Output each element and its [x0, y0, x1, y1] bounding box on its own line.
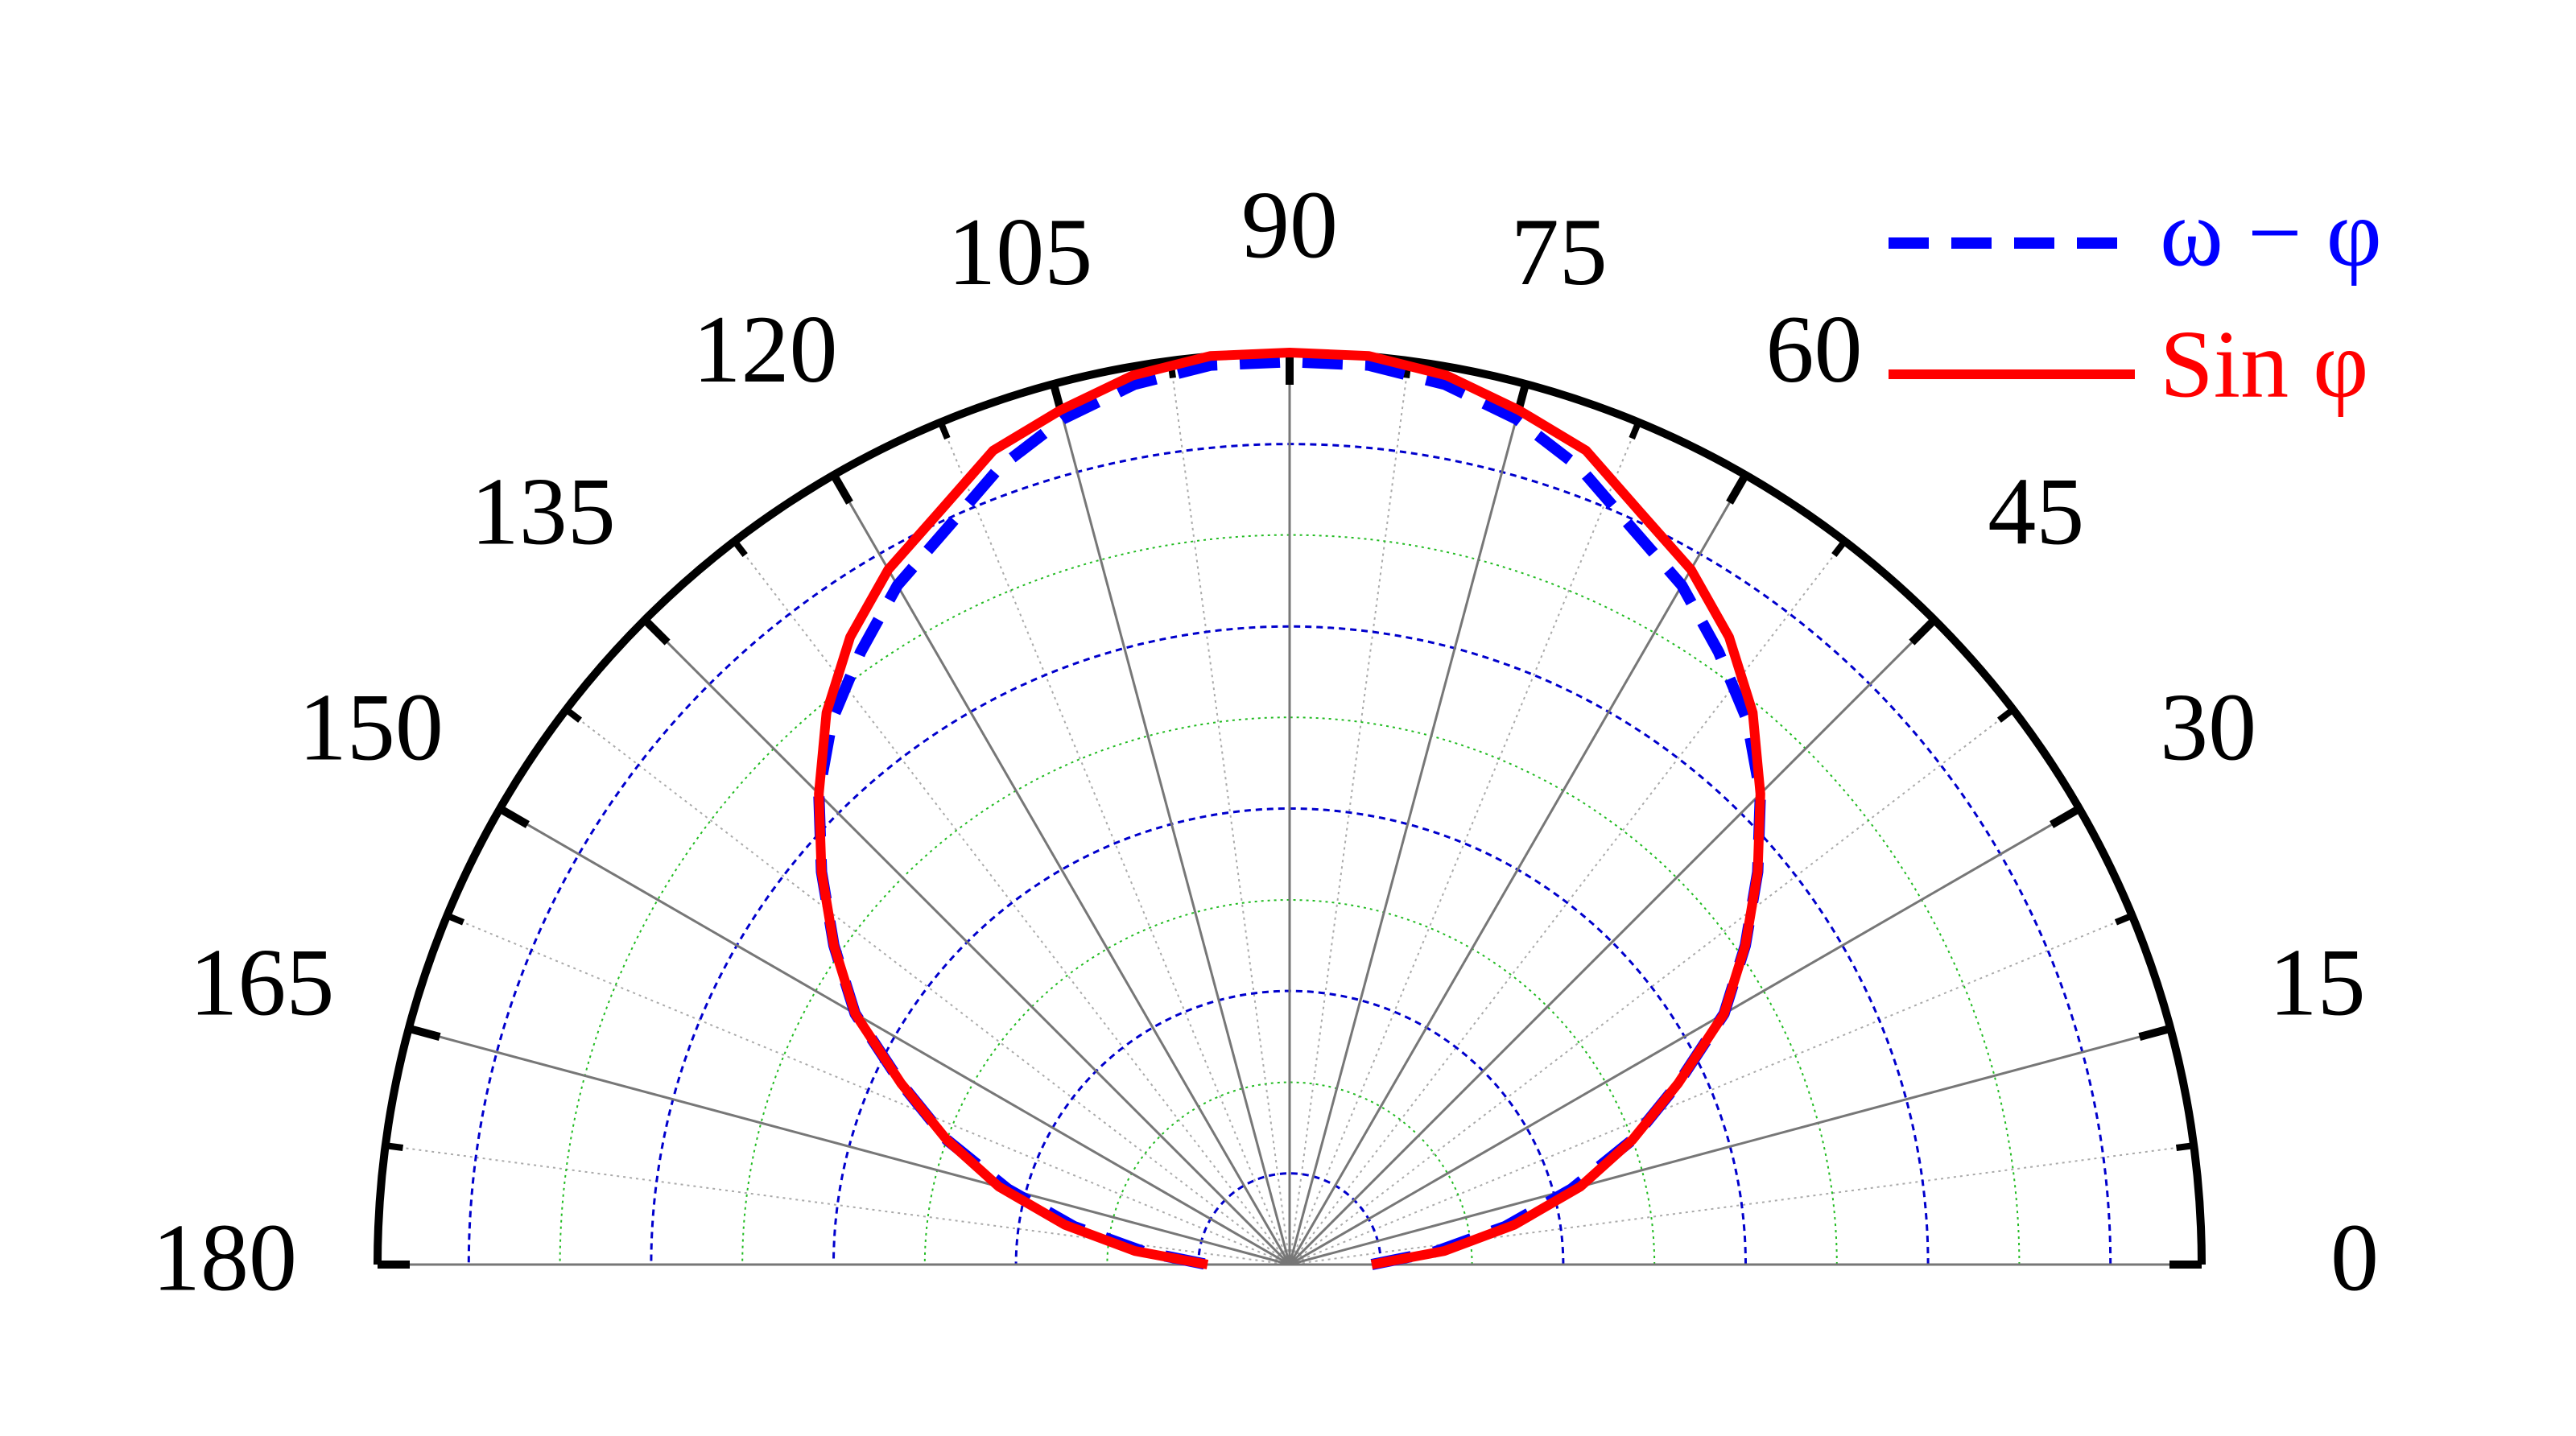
- theta-tick-label: 30: [2160, 674, 2256, 781]
- theta-tick-label: 0: [2330, 1204, 2379, 1311]
- radial-grid: [1052, 383, 1291, 1265]
- legend-label: Sin φ: [2160, 311, 2368, 418]
- theta-tick: [2050, 805, 2082, 828]
- radial-grid: [1289, 1027, 2171, 1266]
- theta-tick-label: 45: [1988, 457, 2084, 564]
- radial-grid-minor: [733, 540, 1290, 1265]
- theta-tick-label: 75: [1511, 198, 1608, 305]
- ring-grid: [650, 625, 1930, 1265]
- radial-grid: [1289, 807, 2080, 1266]
- theta-tick-label: 105: [947, 198, 1092, 305]
- radial-grid-minor: [1289, 360, 1410, 1265]
- radial-grid-minor: [1289, 1145, 2194, 1265]
- theta-tick-label: 165: [189, 928, 334, 1035]
- radial-grid: [832, 474, 1291, 1265]
- theta-tick: [407, 1024, 441, 1041]
- theta-tick: [497, 805, 530, 828]
- radial-grid-minor: [385, 1145, 1290, 1265]
- ring-grid: [923, 898, 1656, 1265]
- radial-grid: [499, 807, 1290, 1266]
- theta-tick: [642, 617, 671, 646]
- theta-tick-label: 120: [693, 295, 838, 402]
- legend-label: ω − φ: [2160, 180, 2382, 287]
- radial-grid-minor: [565, 708, 1290, 1265]
- theta-tick: [1726, 472, 1749, 505]
- theta-tick-label: 60: [1766, 295, 1863, 402]
- radial-grid-minor: [939, 421, 1290, 1265]
- theta-tick: [830, 472, 853, 505]
- theta-tick-label: 15: [2269, 928, 2366, 1035]
- radial-grid-minor: [1289, 421, 1640, 1265]
- ring-grid: [1106, 1081, 1473, 1265]
- theta-tick-label: 135: [471, 457, 616, 564]
- radial-grid-minor: [446, 914, 1290, 1265]
- theta-tick: [2138, 1024, 2172, 1041]
- radial-grid-minor: [1289, 914, 2133, 1265]
- theta-tick-label: 180: [152, 1204, 297, 1311]
- ring-grid: [559, 534, 2021, 1265]
- radial-grid: [643, 618, 1291, 1266]
- radial-grid-minor: [1289, 708, 2014, 1265]
- theta-tick-label: 90: [1241, 171, 1338, 279]
- radial-grid-minor: [1170, 360, 1290, 1265]
- series-line: [814, 348, 1765, 1269]
- radial-grid: [1288, 474, 1747, 1265]
- radial-grid: [1288, 383, 1527, 1265]
- theta-tick: [1909, 617, 1938, 646]
- radial-grid: [408, 1027, 1290, 1266]
- theta-tick-label: 150: [299, 674, 444, 781]
- ring-grid: [741, 716, 1838, 1265]
- radial-grid-minor: [1289, 540, 1846, 1265]
- radial-grid: [1288, 618, 1936, 1266]
